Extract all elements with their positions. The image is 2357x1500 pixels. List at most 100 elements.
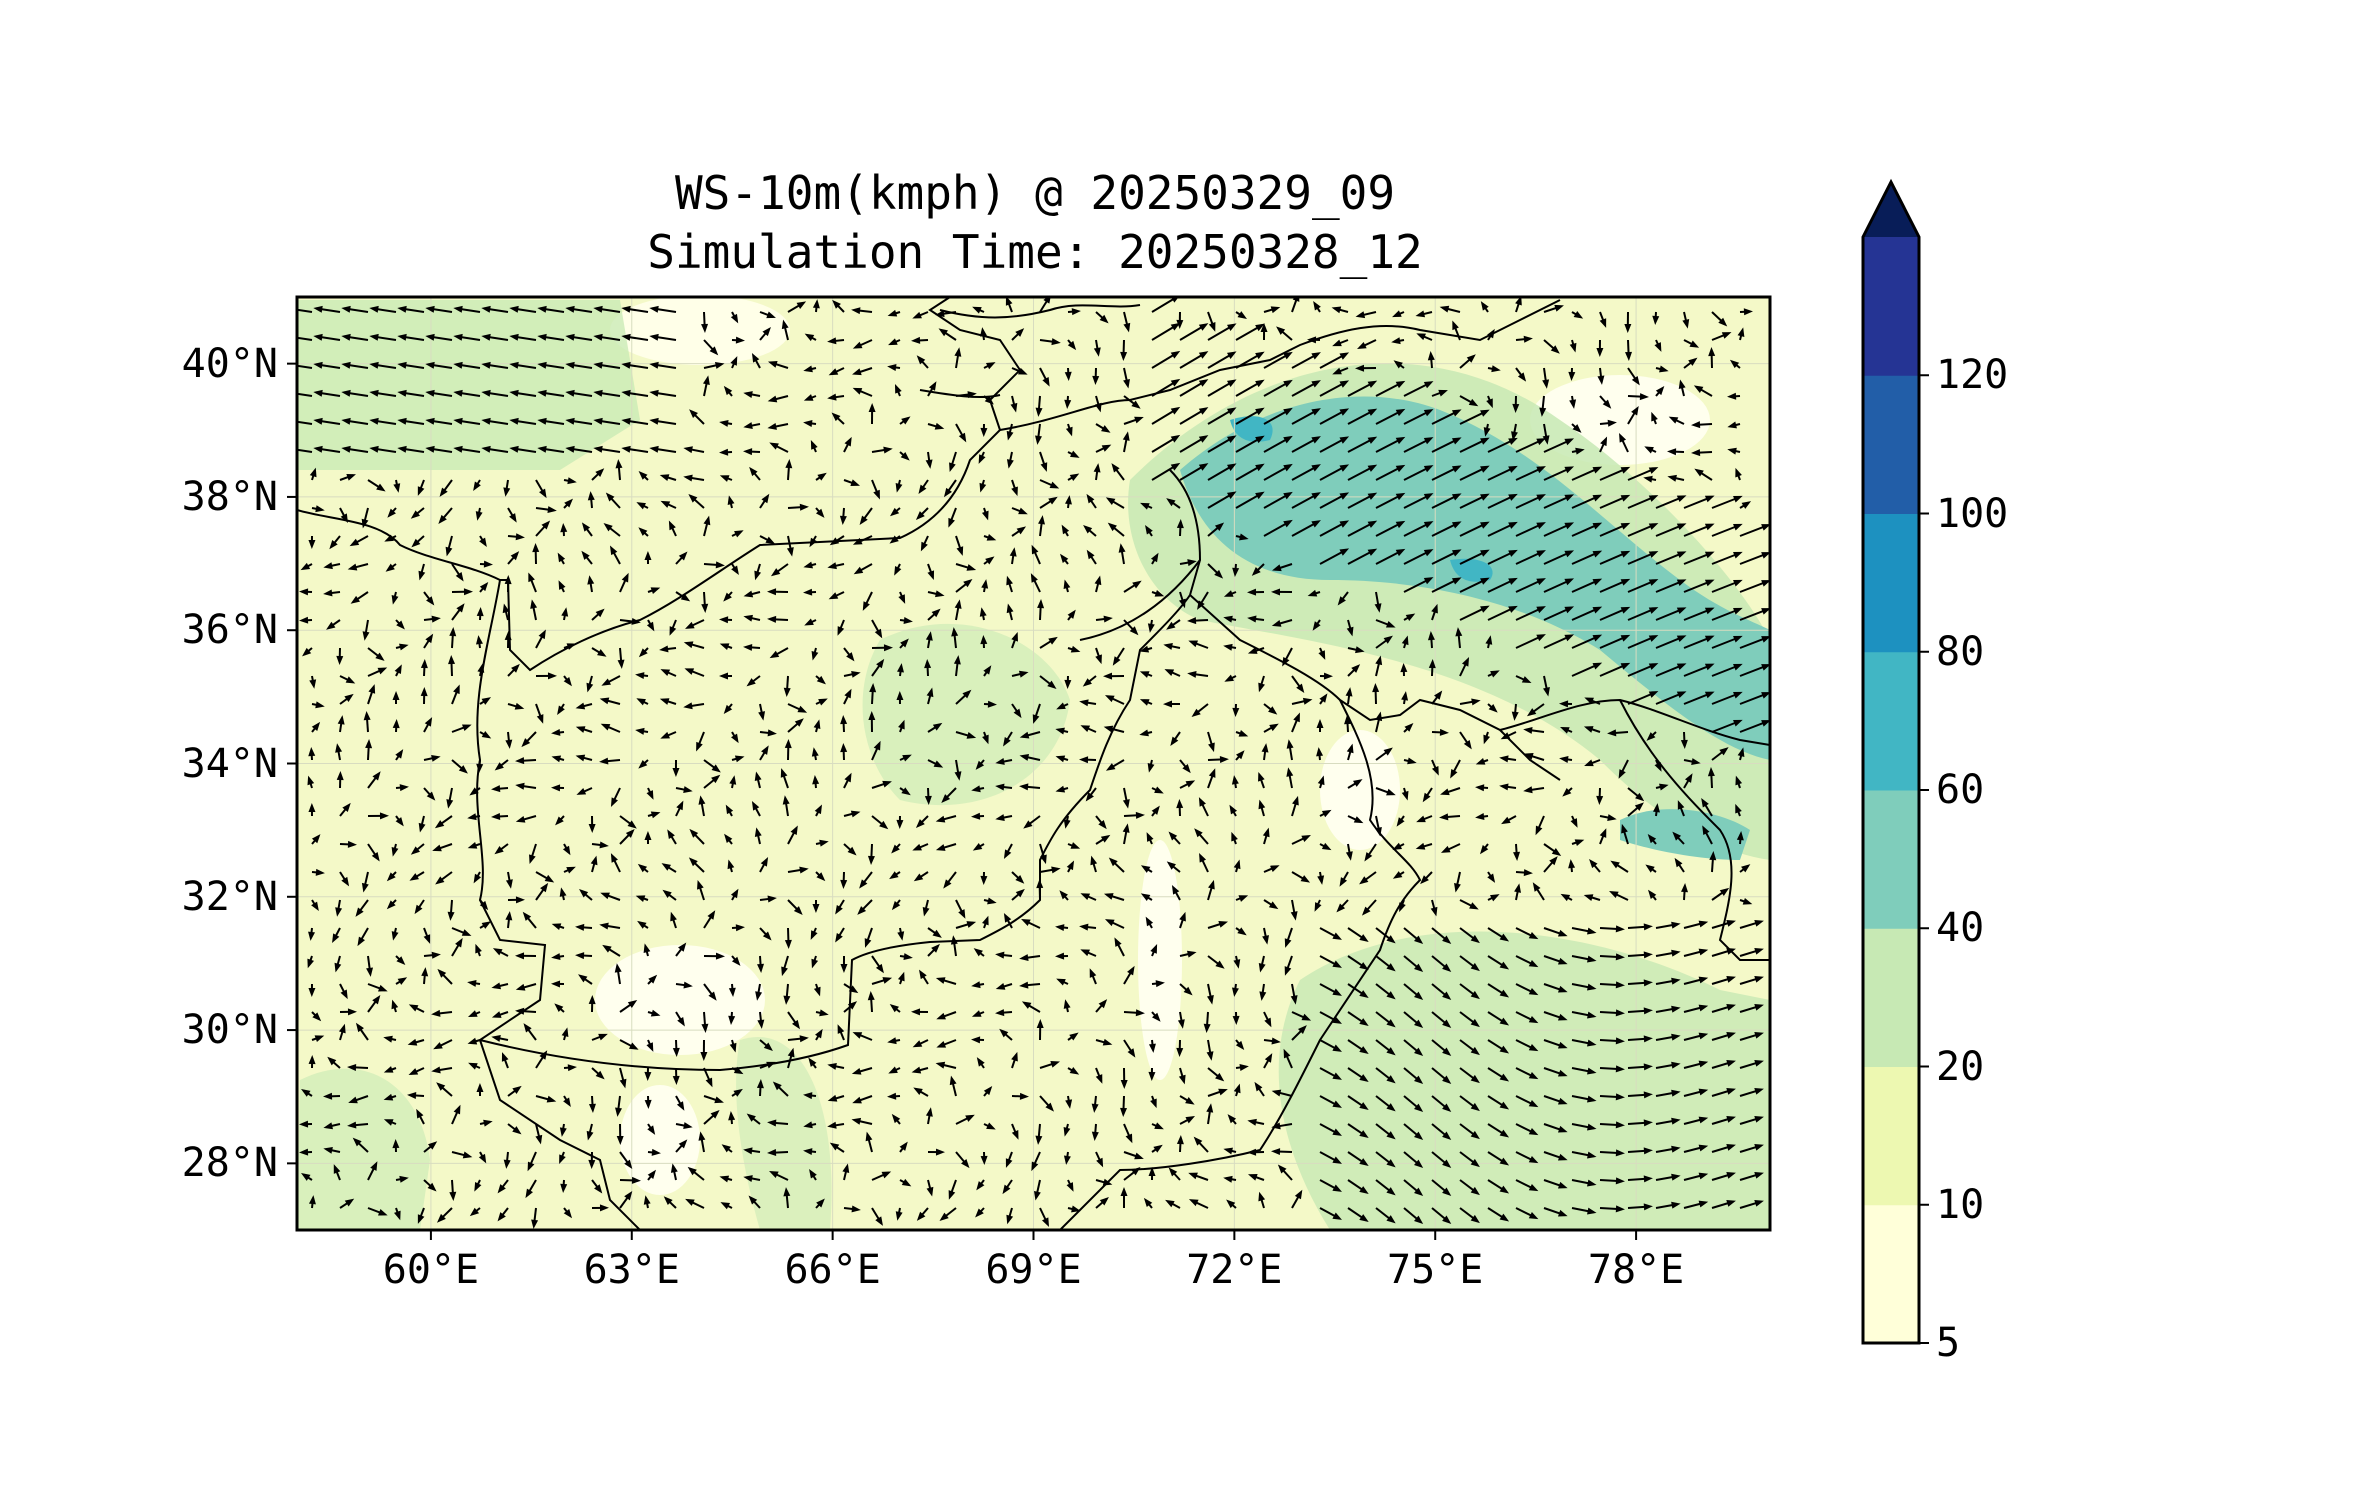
wind-arrow xyxy=(840,955,848,973)
wind-arrow xyxy=(361,507,369,529)
wind-arrow-head xyxy=(896,819,904,829)
wind-arrow-head xyxy=(421,967,429,977)
wind-arrow-head xyxy=(1570,818,1578,828)
wind-arrow-head xyxy=(709,346,719,356)
wind-arrow-head xyxy=(1153,1144,1163,1153)
wind-arrow-head xyxy=(1227,1114,1237,1124)
wind-arrow xyxy=(1247,1148,1265,1156)
wind-arrow xyxy=(1375,815,1382,837)
wind-arrow-head xyxy=(1513,851,1521,861)
wind-arrow-head xyxy=(1659,783,1669,791)
wind-arrow xyxy=(423,615,441,623)
wind-arrow xyxy=(1683,1088,1709,1097)
wind-arrow-shaft xyxy=(297,364,313,369)
wind-arrow-head xyxy=(873,489,880,500)
wind-arrow xyxy=(851,307,873,315)
wind-arrow xyxy=(649,361,677,369)
wind-arrow xyxy=(927,927,942,938)
wind-arrow xyxy=(1737,327,1745,341)
wind-arrow-head xyxy=(1648,607,1659,614)
wind-arrow xyxy=(619,617,641,625)
wind-arrow xyxy=(1599,606,1631,621)
wind-arrow xyxy=(852,1032,873,1041)
wind-arrow-head xyxy=(746,678,756,687)
wind-arrow xyxy=(1416,333,1433,341)
wind-arrow xyxy=(1151,590,1165,597)
wind-arrow xyxy=(593,389,621,397)
wind-arrow xyxy=(1735,467,1742,481)
wind-arrow xyxy=(1364,843,1377,862)
wind-arrow xyxy=(619,1039,639,1050)
wind-arrow xyxy=(1122,823,1130,845)
wind-arrow xyxy=(827,337,845,345)
wind-arrow xyxy=(1707,767,1715,789)
wind-arrow xyxy=(311,701,325,709)
wind-arrow-head xyxy=(1114,937,1122,947)
wind-arrow-head xyxy=(1321,809,1332,818)
wind-arrow-head xyxy=(467,1010,478,1017)
wind-arrow xyxy=(1571,522,1603,537)
wind-arrow xyxy=(980,635,988,649)
wind-arrow-head xyxy=(467,813,477,821)
wind-arrow xyxy=(610,853,621,873)
wind-arrow xyxy=(1176,311,1184,329)
wind-arrow-head xyxy=(537,445,547,453)
wind-arrow-head xyxy=(601,678,611,686)
wind-arrow-head xyxy=(1741,501,1752,509)
wind-arrow-head xyxy=(766,311,776,319)
wind-arrow-head xyxy=(1487,328,1495,339)
wind-arrow-head xyxy=(868,403,876,413)
wind-arrow xyxy=(1599,578,1631,593)
wind-arrow-head xyxy=(1226,491,1237,499)
wind-arrow-head xyxy=(411,538,421,548)
wind-arrow xyxy=(954,759,962,781)
wind-arrow-head xyxy=(436,1082,446,1091)
wind-arrow-head xyxy=(751,801,760,811)
wind-arrow-head xyxy=(616,1135,624,1145)
wind-arrow xyxy=(1739,608,1770,621)
wind-arrow xyxy=(835,927,845,943)
wind-arrow xyxy=(1403,465,1434,481)
wind-arrow xyxy=(323,562,341,570)
wind-arrow-head xyxy=(529,854,536,865)
wind-arrow xyxy=(1011,367,1028,375)
wind-arrow-head xyxy=(1198,463,1209,471)
wind-arrow xyxy=(1599,814,1617,821)
wind-arrow-head xyxy=(1332,960,1342,968)
wind-arrow-head xyxy=(315,701,325,709)
wind-arrow-head xyxy=(1283,519,1293,528)
wind-arrow-head xyxy=(767,588,777,596)
wind-arrow-head xyxy=(347,1008,357,1016)
wind-arrow xyxy=(1711,311,1728,327)
wind-arrow-head xyxy=(1733,691,1743,699)
wind-arrow-head xyxy=(978,454,986,464)
wind-arrow xyxy=(1599,662,1631,677)
wind-arrow-head xyxy=(1761,720,1770,727)
wind-arrow-head xyxy=(1508,493,1518,501)
wind-arrow-head xyxy=(1271,1089,1282,1097)
wind-arrow-head xyxy=(431,615,441,623)
wind-arrow xyxy=(727,495,735,509)
wind-arrow xyxy=(1148,1167,1156,1181)
wind-arrow xyxy=(769,442,789,453)
wind-arrow-head xyxy=(481,417,491,425)
wind-arrow xyxy=(943,871,957,889)
wind-arrow xyxy=(1164,669,1181,677)
wind-arrow xyxy=(1627,923,1653,931)
wind-arrow xyxy=(703,561,725,569)
wind-arrow xyxy=(551,755,565,763)
wind-arrow xyxy=(719,672,733,680)
wind-arrow xyxy=(1319,1011,1342,1024)
wind-arrow xyxy=(1231,831,1238,845)
wind-arrow xyxy=(1150,944,1158,957)
wind-arrow-head xyxy=(523,1023,532,1033)
wind-arrow-head xyxy=(1480,549,1490,557)
wind-arrow-head xyxy=(1035,435,1042,445)
wind-arrow-head xyxy=(1258,799,1266,810)
wind-arrow-head xyxy=(312,1012,322,1022)
wind-arrow-head xyxy=(483,1119,493,1127)
wind-arrow xyxy=(423,927,431,944)
wind-arrow-head xyxy=(1345,851,1353,861)
wind-arrow xyxy=(479,697,492,705)
wind-arrow xyxy=(1291,464,1321,481)
